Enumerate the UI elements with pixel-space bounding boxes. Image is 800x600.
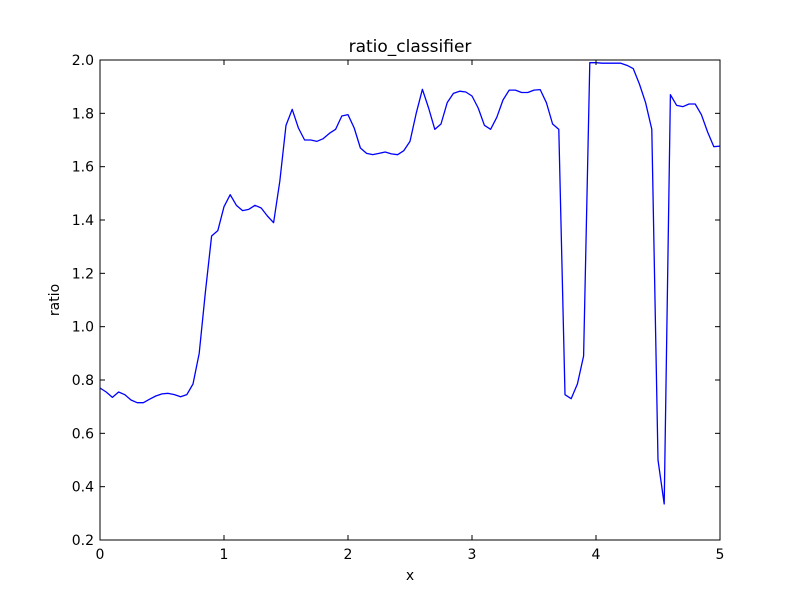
- x-tick-label: 5: [716, 547, 725, 563]
- x-tick-label: 2: [344, 547, 353, 563]
- y-tick-label: 1.0: [72, 320, 94, 336]
- y-tick-label: 2.0: [72, 53, 94, 69]
- y-tick-label: 1.8: [72, 106, 94, 122]
- x-tick-label: 3: [468, 547, 477, 563]
- plot-frame: [99, 59, 721, 541]
- y-axis-label: ratio: [47, 284, 63, 316]
- x-axis: 0 1 2 3 4 5: [96, 60, 725, 563]
- y-tick-label: 0.2: [72, 533, 94, 549]
- series-line: [99, 62, 721, 505]
- y-tick-label: 1.4: [72, 213, 94, 229]
- x-tick-label: 1: [220, 547, 229, 563]
- x-axis-label: x: [406, 568, 414, 584]
- plot-line-layer: [99, 62, 721, 505]
- y-tick-label: 1.2: [72, 266, 94, 282]
- y-tick-label: 0.8: [72, 373, 94, 389]
- x-tick-label: 0: [96, 547, 105, 563]
- y-tick-label: 0.6: [72, 426, 94, 442]
- x-tick-label: 4: [592, 547, 601, 563]
- y-tick-label: 1.6: [72, 160, 94, 176]
- y-tick-label: 0.4: [72, 480, 94, 496]
- y-axis: 0.2 0.4 0.6 0.8 1.0 1.2 1.4 1.6 1.8 2.0: [72, 53, 720, 549]
- chart-title: ratio_classifier: [349, 37, 472, 57]
